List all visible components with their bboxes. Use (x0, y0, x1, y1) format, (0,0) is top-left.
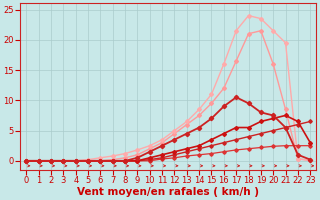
X-axis label: Vent moyen/en rafales ( km/h ): Vent moyen/en rafales ( km/h ) (77, 187, 259, 197)
